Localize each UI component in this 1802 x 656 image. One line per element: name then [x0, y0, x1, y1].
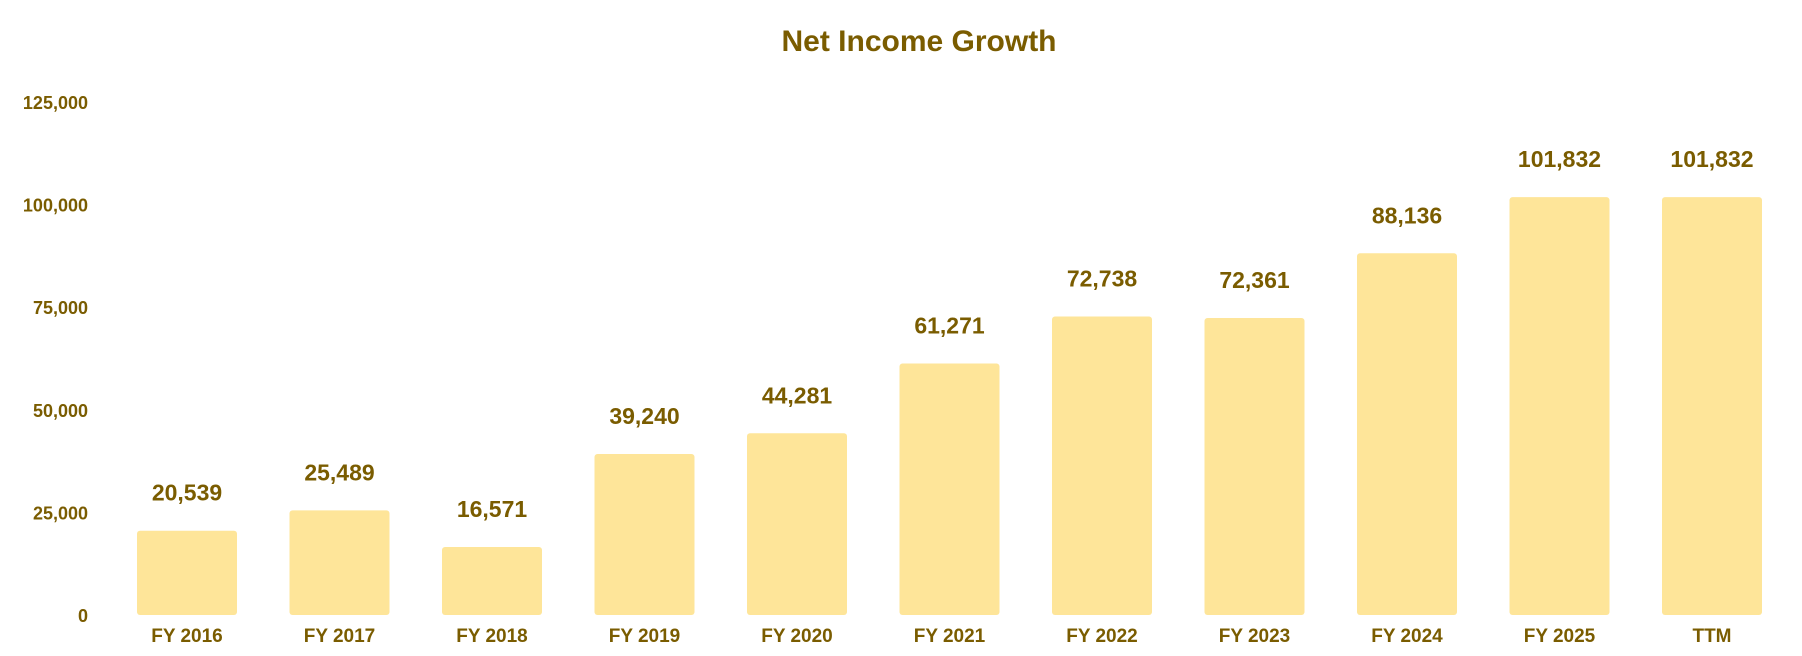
x-tick-label: FY 2017	[304, 626, 375, 647]
y-tick-label: 0	[78, 606, 88, 626]
bar-value-label: 20,539	[152, 480, 222, 506]
x-tick-label: FY 2016	[151, 626, 222, 647]
x-axis: FY 2016 FY 2017 FY 2018 FY 2019 FY 2020 FY 20…	[151, 626, 1731, 647]
bar-value-label: 72,361	[1219, 267, 1290, 293]
x-tick-label: TTM	[1692, 626, 1731, 647]
x-tick-label: FY 2021	[914, 626, 986, 647]
bar	[1204, 318, 1305, 615]
bar-value-label: 101,832	[1670, 146, 1753, 172]
bar	[747, 433, 847, 615]
bar-value-label: 61,271	[914, 313, 985, 339]
bar-value-label: 101,832	[1518, 146, 1601, 172]
y-tick-label: 125,000	[23, 93, 88, 113]
chart-title: Net Income Growth	[781, 25, 1056, 58]
bar	[137, 530, 237, 615]
bar-series	[137, 197, 1762, 615]
x-tick-label: FY 2024	[1371, 626, 1443, 647]
x-tick-label: FY 2019	[609, 626, 680, 647]
y-tick-label: 100,000	[23, 196, 88, 216]
y-tick-label: 50,000	[33, 401, 88, 421]
bar-value-label: 16,571	[457, 496, 528, 522]
bar-value-label: 25,489	[304, 459, 374, 485]
bar-value-label: 72,738	[1067, 265, 1138, 291]
bar	[594, 453, 695, 615]
data-labels: 20,539 25,489 16,571 39,240 44,281 61,271 72,7…	[152, 146, 1754, 522]
y-tick-label: 25,000	[33, 503, 88, 523]
bar-value-label: 44,281	[762, 382, 833, 408]
bar-value-label: 88,136	[1372, 202, 1442, 228]
bar-value-label: 39,240	[609, 403, 679, 429]
bar	[899, 363, 1000, 615]
bar	[1052, 316, 1152, 615]
x-tick-label: FY 2018	[456, 626, 527, 647]
x-tick-label: FY 2025	[1524, 626, 1596, 647]
x-tick-label: FY 2022	[1066, 626, 1137, 647]
bar	[289, 510, 390, 615]
x-tick-label: FY 2023	[1219, 626, 1290, 647]
bar	[1357, 253, 1457, 615]
bar	[1509, 197, 1610, 615]
bar	[442, 546, 542, 615]
y-axis: 0 25,000 50,000 75,000 100,000 125,000	[23, 93, 88, 626]
x-tick-label: FY 2020	[761, 626, 832, 647]
bar	[1662, 197, 1762, 615]
y-tick-label: 75,000	[33, 298, 88, 318]
